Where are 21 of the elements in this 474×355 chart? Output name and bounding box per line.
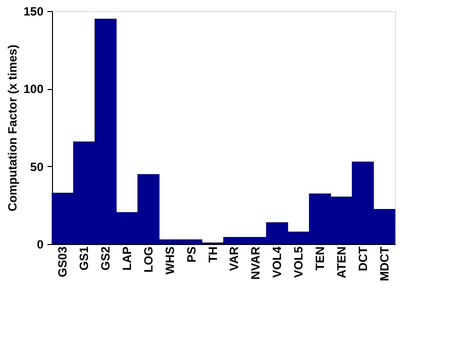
x-tick-label: VOL4: [270, 246, 284, 278]
x-tick-label: GS03: [56, 246, 70, 278]
x-tick-label: NVAR: [248, 246, 263, 280]
x-tick-label: MDCT: [377, 246, 392, 282]
y-axis-title: Computation Factor (x times): [5, 44, 20, 212]
x-tick-label: LAP: [120, 246, 134, 270]
x-tick-label: TEN: [312, 246, 327, 270]
x-tick-label: DCT: [356, 246, 370, 272]
x-tick-label: VOL5: [292, 246, 306, 278]
x-tick-label: WHS: [162, 246, 177, 274]
x-tick-label: LOG: [141, 246, 156, 272]
x-tick-label: GS1: [77, 246, 92, 271]
y-tick-label: 100: [23, 82, 44, 96]
y-tick-label: 150: [23, 4, 44, 18]
y-tick-label: 0: [36, 238, 44, 252]
x-tick-label: TH: [206, 246, 220, 262]
x-tick-label: GS2: [98, 246, 113, 271]
x-tick-label: PS: [184, 246, 198, 263]
y-tick-label: 50: [30, 160, 44, 174]
x-tick-label: ATEN: [334, 246, 348, 278]
x-tick-label: VAR: [227, 246, 242, 271]
